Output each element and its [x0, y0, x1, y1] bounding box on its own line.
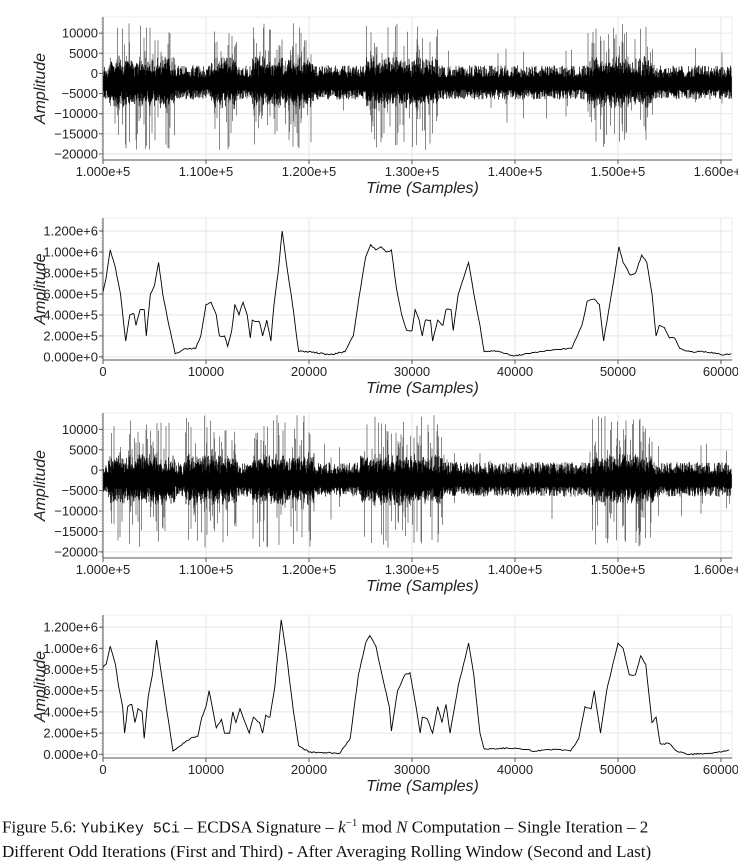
y-tick-label: 0 — [91, 463, 98, 478]
x-axis-title: Time (Samples) — [366, 578, 479, 595]
y-tick-label: −5000 — [61, 483, 98, 498]
y-axis-title: Amplitude — [32, 651, 49, 723]
rolling-average-line — [102, 230, 732, 357]
y-tick-label: 1.200e+6 — [43, 620, 98, 635]
x-tick-label: 30000 — [394, 364, 430, 379]
y-tick-label: −10000 — [54, 106, 98, 121]
chart-panel-1: 1.000e+5 1.100e+5 1.200e+5 1.300e+5 1.400e+5… — [32, 16, 738, 197]
x-axis-title: Time (Samples) — [366, 778, 479, 795]
caption-line-2: Different Odd Iterations (First and Thir… — [2, 841, 652, 861]
y-tick-label: 8.000e+5 — [43, 265, 98, 280]
caption-mod: mod — [357, 817, 397, 837]
trace-core — [103, 55, 732, 109]
x-tick-label: 10000 — [188, 762, 224, 777]
y-tick-label: 0.000e+0 — [43, 349, 98, 364]
x-tick-label: 1.000e+5 — [76, 562, 131, 577]
y-tick-label: −5000 — [61, 86, 98, 101]
x-tick-label: 40000 — [497, 364, 533, 379]
x-tick-label: 1.300e+5 — [385, 164, 440, 179]
y-tick-label: 1.000e+6 — [43, 641, 98, 656]
y-tick-label: 2.000e+5 — [43, 726, 98, 741]
y-tick-label: 10000 — [62, 422, 98, 437]
y-tick-label: 4.000e+5 — [43, 704, 98, 719]
x-tick-label: 20000 — [291, 762, 327, 777]
x-tick-label: 10000 — [188, 364, 224, 379]
y-tick-label: 1.000e+6 — [43, 244, 98, 259]
caption-prefix: Figure 5.6: — [2, 817, 81, 837]
chart-panel-3: 1.000e+5 1.100e+5 1.200e+5 1.300e+5 1.400e+5… — [32, 412, 738, 595]
chart-panel-2: 0 10000 20000 30000 40000 50000 60000 0.000e+0 2… — [32, 217, 738, 397]
y-tick-label: −15000 — [54, 524, 98, 539]
y-tick-label: −20000 — [54, 544, 98, 559]
caption-k: k — [338, 817, 346, 837]
y-tick-label: 0.000e+0 — [43, 747, 98, 762]
x-tick-label: 60000 — [703, 364, 738, 379]
x-tick-label: 1.000e+5 — [76, 164, 131, 179]
caption-text: – ECDSA Signature – — [179, 817, 339, 837]
y-tick-label: −20000 — [54, 146, 98, 161]
x-tick-label: 1.600e+5 — [694, 562, 738, 577]
y-tick-label: 6.000e+5 — [43, 286, 98, 301]
x-tick-label: 1.400e+5 — [488, 562, 543, 577]
x-axis-title: Time (Samples) — [366, 380, 479, 397]
x-axis-title: Time (Samples) — [366, 180, 479, 197]
x-tick-label: 40000 — [497, 762, 533, 777]
x-tick-label: 0 — [99, 762, 106, 777]
x-tick-label: 1.100e+5 — [179, 562, 234, 577]
y-tick-label: 6.000e+5 — [43, 683, 98, 698]
y-tick-label: −10000 — [54, 504, 98, 519]
x-tick-label: 60000 — [703, 762, 738, 777]
y-tick-label: 10000 — [62, 26, 98, 41]
y-tick-label: 8.000e+5 — [43, 662, 98, 677]
y-axis-title: Amplitude — [32, 53, 49, 125]
y-axis-title: Amplitude — [32, 450, 49, 522]
x-tick-label: 1.400e+5 — [488, 164, 543, 179]
caption-n: N — [396, 817, 408, 837]
x-tick-label: 50000 — [600, 762, 636, 777]
x-tick-label: 50000 — [600, 364, 636, 379]
caption-exp: −1 — [345, 817, 358, 829]
chart-panel-4: 0 10000 20000 30000 40000 50000 60000 0.000e+0 2… — [32, 614, 738, 795]
x-tick-label: 0 — [99, 364, 106, 379]
caption-text-2: Computation – Single Iteration – 2 — [407, 817, 649, 837]
x-tick-label: 1.500e+5 — [591, 164, 646, 179]
x-tick-label: 1.600e+5 — [694, 164, 738, 179]
y-axis-title: Amplitude — [32, 253, 49, 325]
y-tick-label: 5000 — [69, 46, 98, 61]
y-tick-label: 5000 — [69, 442, 98, 457]
caption-device: YubiKey 5Ci — [80, 820, 180, 838]
x-tick-label: 1.500e+5 — [591, 562, 646, 577]
x-tick-label: 20000 — [291, 364, 327, 379]
y-tick-label: 0 — [91, 66, 98, 81]
x-tick-label: 1.200e+5 — [282, 164, 337, 179]
figure-caption: Figure 5.6: YubiKey 5Ci – ECDSA Signatur… — [2, 812, 738, 863]
x-tick-label: 1.100e+5 — [179, 164, 234, 179]
x-tick-label: 1.200e+5 — [282, 562, 337, 577]
trace-core — [103, 452, 732, 507]
y-tick-label: −15000 — [54, 126, 98, 141]
y-tick-label: 1.200e+6 — [43, 224, 98, 239]
x-tick-label: 1.300e+5 — [385, 562, 440, 577]
x-tick-label: 30000 — [394, 762, 430, 777]
plot-area — [102, 217, 733, 361]
y-tick-label: 4.000e+5 — [43, 307, 98, 322]
rolling-average-line — [102, 619, 730, 756]
y-tick-label: 2.000e+5 — [43, 328, 98, 343]
